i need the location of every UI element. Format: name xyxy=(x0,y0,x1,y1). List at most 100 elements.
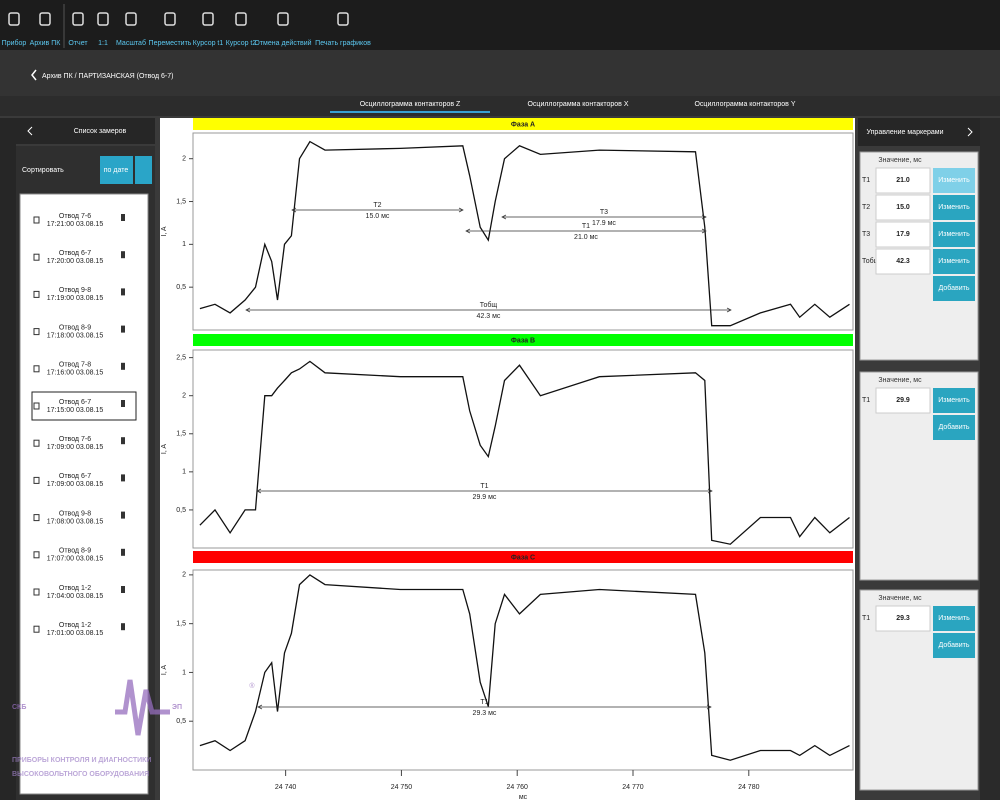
tool-icon[interactable] xyxy=(235,12,247,26)
delete-icon[interactable] xyxy=(121,288,125,296)
item-time: 17:04:00 03.08.15 xyxy=(47,593,104,600)
marker-name: T1 xyxy=(862,177,870,184)
marker-value: 29.9 xyxy=(896,397,910,404)
tool-label: 1:1 xyxy=(98,40,108,47)
marker-value: 42.3 xyxy=(896,258,910,265)
tool-label: Отчет xyxy=(68,40,88,47)
delete-icon[interactable] xyxy=(121,325,125,333)
delete-icon[interactable] xyxy=(121,251,125,259)
delete-icon[interactable] xyxy=(121,214,125,221)
tool-label: Архив ПК xyxy=(30,40,62,47)
marker-name: Тобщ xyxy=(862,257,880,265)
item-time: 17:08:00 03.08.15 xyxy=(47,518,104,525)
marker-name: T1 xyxy=(862,397,870,404)
marker-title: Управление маркерами xyxy=(867,129,944,136)
item-name: Отвод 9-8 xyxy=(59,510,91,517)
checkbox[interactable] xyxy=(33,476,40,484)
delete-icon[interactable] xyxy=(121,474,125,482)
delete-icon[interactable] xyxy=(121,623,125,631)
expand-chevron[interactable] xyxy=(967,127,973,137)
dimension-name: T1 xyxy=(582,223,590,230)
dimension-value: 29.3 мс xyxy=(473,710,497,717)
tool-icon[interactable] xyxy=(8,12,20,26)
dimension-name: T1 xyxy=(480,699,488,706)
y-axis-label: I, A xyxy=(161,665,168,675)
tool-icon[interactable] xyxy=(72,12,84,26)
y-tick-label: 1 xyxy=(182,241,186,248)
add-button[interactable] xyxy=(933,633,975,658)
tool-icon[interactable] xyxy=(97,12,109,26)
back-chevron[interactable] xyxy=(31,69,37,81)
tool-icon[interactable] xyxy=(277,12,289,26)
tool-icon[interactable] xyxy=(125,12,137,26)
edit-button[interactable] xyxy=(933,222,975,247)
delete-icon[interactable] xyxy=(121,437,125,445)
item-name: Отвод 6-7 xyxy=(59,250,91,257)
arrows xyxy=(257,704,712,710)
value-box xyxy=(875,194,931,221)
tool-icon[interactable] xyxy=(337,12,349,26)
chart-area xyxy=(160,118,855,800)
tool-label: Переместить xyxy=(149,40,192,47)
phase-title: Фаза B xyxy=(511,337,535,344)
logo-right: ЭП xyxy=(172,704,182,711)
checkbox[interactable] xyxy=(33,514,40,522)
checkbox[interactable] xyxy=(33,253,40,261)
logo-mark: ® xyxy=(249,682,255,690)
plot-frame xyxy=(192,349,854,549)
logo-wave xyxy=(115,679,170,736)
phase-title: Фаза C xyxy=(511,554,535,561)
checkbox[interactable] xyxy=(33,551,40,559)
delete-icon[interactable] xyxy=(121,511,125,519)
checkbox[interactable] xyxy=(33,402,40,410)
delete-icon[interactable] xyxy=(121,548,125,556)
tool-label: Печать графиков xyxy=(315,40,371,47)
tool-icon[interactable] xyxy=(164,12,176,26)
checkbox[interactable] xyxy=(33,216,40,224)
arrows xyxy=(245,307,732,313)
edit-button[interactable] xyxy=(933,606,975,631)
item-time: 17:09:00 03.08.15 xyxy=(47,444,104,451)
x-tick-label: 24 750 xyxy=(391,784,413,791)
add-button[interactable] xyxy=(933,276,975,301)
left-rail xyxy=(0,118,16,800)
value-box xyxy=(875,387,931,414)
value-box xyxy=(875,167,931,194)
selected-item xyxy=(31,391,137,421)
dimension-value: 17.9 мс xyxy=(592,220,616,227)
logo-left: СКБ xyxy=(12,704,26,711)
sort-dir-button[interactable] xyxy=(135,156,152,184)
marker-header xyxy=(858,118,980,146)
checkbox[interactable] xyxy=(33,290,40,298)
checkbox[interactable] xyxy=(33,365,40,373)
item-name: Отвод 9-8 xyxy=(59,287,91,294)
checkbox[interactable] xyxy=(33,625,40,633)
edit-button[interactable] xyxy=(933,168,975,193)
edit-label: Изменить xyxy=(938,397,970,404)
delete-icon[interactable] xyxy=(121,586,125,593)
y-tick-label: 0,5 xyxy=(176,507,186,514)
marker-name: T2 xyxy=(862,204,870,211)
x-tick-label: 24 760 xyxy=(506,784,528,791)
checkbox[interactable] xyxy=(33,328,40,336)
collapse-chevron[interactable] xyxy=(27,126,33,136)
checkbox[interactable] xyxy=(33,439,40,447)
add-button[interactable] xyxy=(933,415,975,440)
delete-icon[interactable] xyxy=(121,400,125,407)
tab: Осциллограмма контакторов Z xyxy=(360,101,461,108)
sort-button[interactable] xyxy=(100,156,133,184)
edit-button[interactable] xyxy=(933,195,975,220)
marker-value: 29.3 xyxy=(896,615,910,622)
dimension-value: 21.0 мс xyxy=(574,234,598,241)
checkbox[interactable] xyxy=(33,588,40,596)
item-time: 17:18:00 03.08.15 xyxy=(47,332,104,339)
item-time: 17:09:00 03.08.15 xyxy=(47,481,104,488)
edit-button[interactable] xyxy=(933,249,975,274)
item-time: 17:07:00 03.08.15 xyxy=(47,556,104,563)
edit-button[interactable] xyxy=(933,388,975,413)
tool-icon[interactable] xyxy=(39,12,51,26)
value-box xyxy=(875,248,931,275)
tool-icon[interactable] xyxy=(202,12,214,26)
delete-icon[interactable] xyxy=(121,362,125,370)
marker-value: 15.0 xyxy=(896,204,910,211)
